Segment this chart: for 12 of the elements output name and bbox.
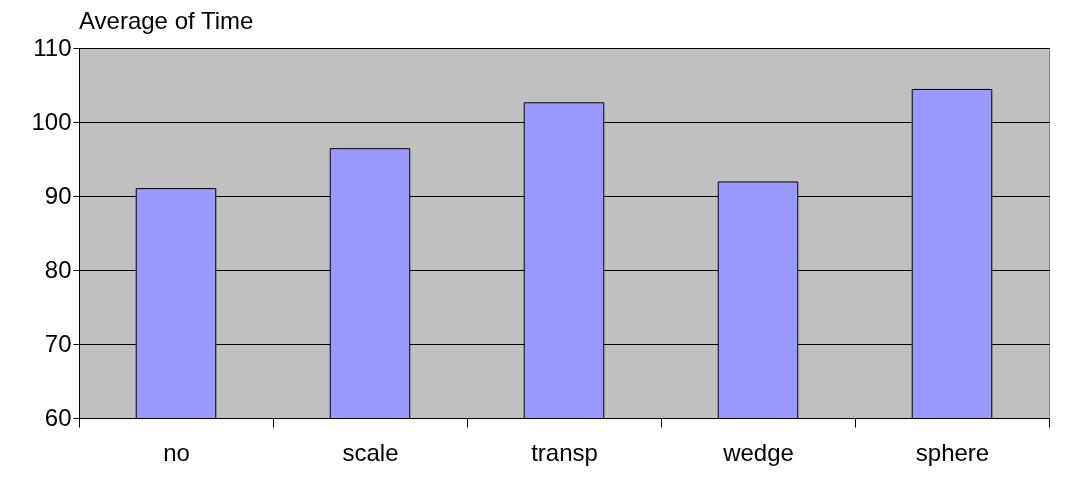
x-tick-label: wedge bbox=[722, 438, 794, 466]
chart-title: Average of Time bbox=[79, 7, 254, 34]
y-tick-label: 80 bbox=[44, 255, 72, 283]
y-tick-label: 100 bbox=[31, 107, 72, 135]
y-tick-label: 70 bbox=[44, 329, 72, 357]
y-tick-label: 60 bbox=[44, 403, 72, 431]
x-tick-label: transp bbox=[531, 438, 598, 466]
x-tick-label: sphere bbox=[915, 438, 990, 466]
y-tick-label: 110 bbox=[33, 33, 72, 61]
x-tick-label: no bbox=[163, 438, 190, 466]
y-tick-label: 90 bbox=[44, 181, 72, 209]
x-tick-label: scale bbox=[342, 438, 399, 466]
